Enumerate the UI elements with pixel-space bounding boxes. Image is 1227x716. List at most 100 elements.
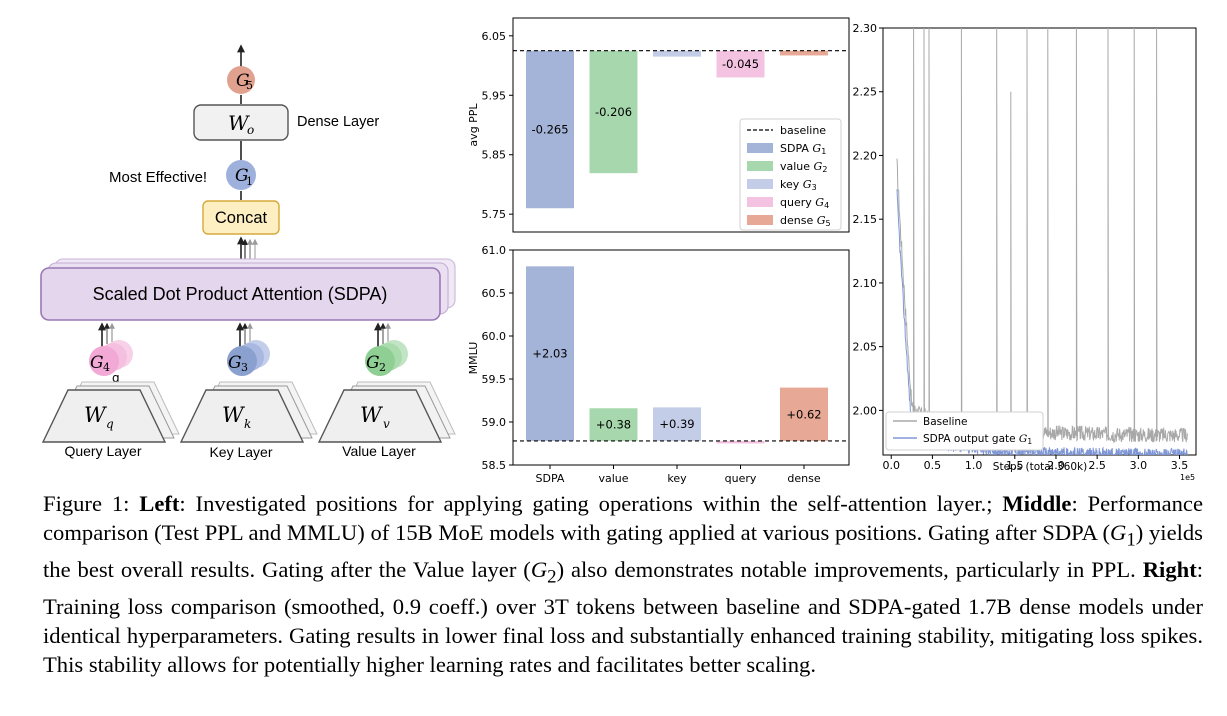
- key-layer-label: Key Layer: [209, 444, 272, 460]
- bar-value-label: +0.39: [659, 417, 694, 431]
- wv-trapezoid-stack: [317, 381, 456, 443]
- bar-value-label: +2.03: [532, 347, 567, 361]
- loss-plot-frame: [882, 27, 1197, 456]
- mmlu-y-axis-ticks: 58.5 59.0 59.5 60.0 60.5 61.0: [482, 244, 513, 472]
- bar-value-label: -0.265: [531, 122, 568, 136]
- y-tick-label: 2.25: [853, 86, 878, 99]
- gate-g4-sub: 4: [103, 361, 110, 374]
- figure-caption: Figure 1: Left: Investigated positions f…: [43, 489, 1203, 679]
- x-tick-label: 3.5: [1171, 459, 1189, 472]
- x-tick-label: 1.0: [965, 459, 983, 472]
- y-tick-label: 2.10: [853, 277, 878, 290]
- x-tick-label: 0.0: [882, 459, 900, 472]
- loss-y-axis-ticks: 2.00 2.05 2.10 2.15 2.20 2.25 2.30: [853, 22, 883, 417]
- y-tick-label: 61.0: [482, 244, 507, 257]
- gate-g4-circle: [89, 346, 119, 376]
- ppl-bars: [526, 50, 828, 209]
- ppl-chart: avg PPL 5.755.855.956.05 -0.265-0.206-0.…: [467, 17, 850, 233]
- baseline-loss-line: [896, 28, 1189, 444]
- bar-value-label: -0.206: [595, 105, 632, 119]
- gate-g3-label: G: [228, 353, 242, 373]
- concat-box: [202, 200, 280, 235]
- bar-key: [653, 407, 701, 441]
- bar-value: [589, 408, 638, 441]
- caption-g1-sub: 1: [1126, 529, 1136, 551]
- wk-trapezoid-stack: [179, 381, 318, 443]
- legend-label: key G3: [780, 178, 817, 192]
- x-tick-label: 0.5: [924, 459, 942, 472]
- y-tick-label: 60.5: [482, 287, 507, 300]
- y-tick-label: 2.15: [853, 213, 878, 226]
- legend-swatch: [747, 161, 773, 171]
- loss-xlabel: Steps (total 360k): [993, 461, 1087, 473]
- gate-g5-sub: 5: [246, 79, 253, 92]
- wq-trapezoid-stack: [41, 381, 180, 443]
- x-tick-label: 1.5: [1006, 459, 1024, 472]
- sdpa-label: Scaled Dot Product Attention (SDPA): [93, 284, 388, 304]
- y-tick-label: 5.95: [482, 89, 507, 102]
- legend-swatch: [747, 143, 773, 153]
- caption-middle-text-2: ) yields the best overall results. Gatin…: [43, 520, 1203, 582]
- legend-label: baseline: [780, 124, 826, 137]
- y-tick-label: 5.85: [482, 149, 507, 162]
- x-tick-label: 3.0: [1130, 459, 1148, 472]
- wk-label: W: [222, 403, 246, 427]
- mmlu-chart: MMLU 58.5 59.0 59.5 60.0 60.5 61.0 +2.03 +0.38…: [467, 244, 850, 485]
- x-tick-label: query: [725, 472, 757, 485]
- caption-right-text: : Training loss comparison (smoothed, 0.…: [43, 556, 1203, 678]
- gate-to-sdpa-arrows: [98, 322, 391, 347]
- gate-g3-circle: [227, 346, 257, 376]
- bar-dense: [780, 50, 828, 56]
- mmlu-plot-frame: [512, 249, 850, 466]
- bar-dense: [780, 387, 828, 441]
- bar-value-label: -0.045: [722, 57, 759, 71]
- legend-label: value G2: [780, 160, 827, 174]
- ppl-plot-frame: [512, 17, 850, 233]
- gate-g2-sub: 2: [379, 361, 386, 374]
- caption-right-bold: Right: [1142, 556, 1197, 582]
- attention-diagram: G 5 W o Dense Layer G 1 Most Effective! …: [40, 44, 456, 460]
- caption-left-bold: Left: [139, 491, 180, 516]
- ppl-y-axis-ticks: 5.75 5.85 5.95 6.05: [482, 30, 513, 221]
- y-tick-label: 6.05: [482, 30, 507, 43]
- ppl-legend-entries: baseline SDPA G1 value G2 key G3 query G4 den…: [747, 124, 831, 228]
- wo-box: [193, 104, 289, 141]
- gate-g4-label: G: [90, 353, 104, 373]
- concat-label: Concat: [215, 209, 268, 227]
- caption-fig-label: Figure 1:: [43, 491, 140, 516]
- caption-g2: G: [530, 556, 548, 582]
- mmlu-bars: [526, 266, 828, 444]
- y-tick-label: 58.5: [482, 459, 507, 472]
- mmlu-x-axis-ticks: SDPA value key query dense: [536, 465, 821, 485]
- ppl-legend: baseline SDPA G1 value G2 key G3 query G4 den…: [739, 118, 842, 231]
- wv-sub: v: [383, 417, 390, 431]
- legend-label: SDPA G1: [780, 142, 826, 156]
- caption-middle-bold: Middle: [1002, 491, 1072, 516]
- x-tick-label: value: [598, 472, 628, 485]
- gate-g1-circle: [226, 160, 256, 190]
- most-effective-label: Most Effective!: [109, 169, 207, 186]
- legend-swatch: [747, 197, 773, 207]
- gate-g5-circle: [227, 66, 255, 94]
- value-layer-label: Value Layer: [342, 443, 416, 459]
- x-tick-label: SDPA: [536, 472, 565, 485]
- legend-label: dense G5: [780, 214, 831, 228]
- loss-x-multiplier: 1e5: [1180, 473, 1195, 482]
- loss-legend-gated-label: SDPA output gate G1: [923, 433, 1032, 446]
- bar-value-label: +0.62: [786, 407, 821, 421]
- y-tick-label: 5.75: [482, 208, 507, 221]
- legend-swatch: [747, 215, 773, 225]
- caption-g2-sub: 2: [547, 566, 557, 588]
- bar-query: [716, 440, 765, 444]
- gate-g1-sub: 1: [246, 175, 253, 188]
- caption-middle-text-3: ) also demonstrates notable improvements…: [556, 556, 1143, 582]
- bar-value-label: +0.38: [596, 418, 631, 432]
- gate-g3-sub: 3: [241, 361, 248, 374]
- bar-value: [589, 50, 638, 174]
- caption-middle-text-1: : Performance comparison (Test PPL and M…: [43, 491, 1203, 546]
- ppl-value-labels: -0.265 -0.206 -0.045: [531, 57, 759, 136]
- caption-g1: G: [1110, 520, 1127, 546]
- loss-legend-box: [885, 411, 1044, 451]
- wo-label: W: [228, 111, 250, 135]
- bar-query: [716, 50, 765, 78]
